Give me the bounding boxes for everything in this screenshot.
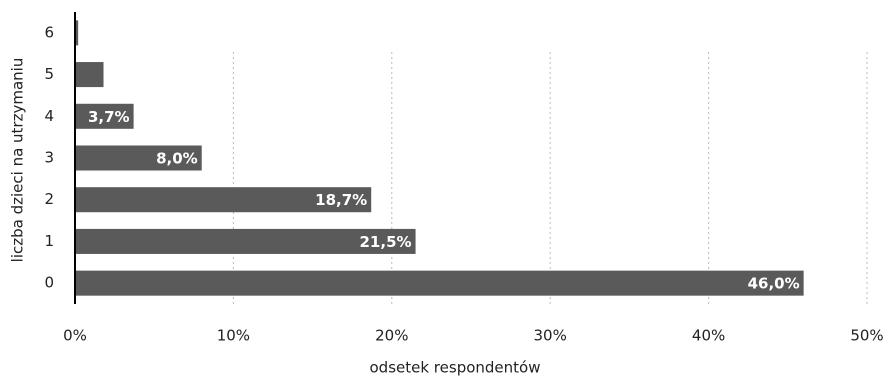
bar xyxy=(75,270,804,296)
y-tick-label: 5 xyxy=(44,65,54,83)
bar xyxy=(75,187,372,213)
bar xyxy=(75,20,79,46)
value-label: 8,0% xyxy=(156,150,198,168)
value-label: 18,7% xyxy=(315,191,367,209)
bar xyxy=(75,145,202,171)
y-tick-label: 1 xyxy=(44,232,54,250)
x-tick-label: 10% xyxy=(217,327,250,345)
x-tick-label: 0% xyxy=(63,327,87,345)
x-tick-label: 20% xyxy=(375,327,408,345)
y-tick-label: 6 xyxy=(44,23,54,41)
value-label: 21,5% xyxy=(360,233,412,251)
value-label: 46,0% xyxy=(748,275,800,293)
bar xyxy=(75,103,134,129)
bar xyxy=(75,228,416,254)
value-label: 3,7% xyxy=(88,108,130,126)
y-axis-title: liczba dzieci na utrzymaniu xyxy=(9,58,27,263)
x-axis-title: odsetek respondentów xyxy=(370,359,541,377)
x-tick-label: 40% xyxy=(692,327,725,345)
y-tick-label: 4 xyxy=(44,107,54,125)
x-tick-label: 50% xyxy=(850,327,883,345)
x-tick-label: 30% xyxy=(534,327,567,345)
y-tick-label: 3 xyxy=(44,149,54,167)
bar xyxy=(75,62,104,88)
y-tick-label: 0 xyxy=(44,274,54,292)
y-tick-label: 2 xyxy=(44,190,54,208)
